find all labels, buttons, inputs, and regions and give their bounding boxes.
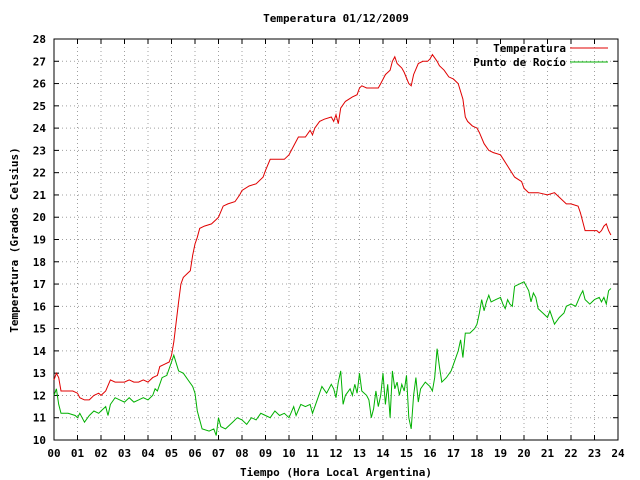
x-tick-label: 16 (423, 447, 437, 460)
x-tick-label: 17 (447, 447, 460, 460)
y-tick-label: 11 (33, 412, 47, 425)
x-tick-label: 05 (165, 447, 178, 460)
x-tick-label: 12 (329, 447, 342, 460)
y-tick-label: 19 (33, 234, 46, 247)
y-tick-label: 26 (33, 78, 47, 91)
y-tick-label: 22 (33, 167, 46, 180)
x-tick-label: 06 (188, 447, 202, 460)
series-line-punto-de-rocio (53, 281, 612, 436)
y-tick-label: 28 (33, 33, 46, 46)
x-tick-label: 14 (376, 447, 390, 460)
x-axis-label: Tiempo (Hora Local Argentina) (240, 466, 432, 479)
series-line-temperatura (53, 53, 612, 401)
x-tick-label: 08 (235, 447, 248, 460)
y-tick-label: 23 (33, 144, 46, 157)
x-tick-label: 00 (47, 447, 60, 460)
x-tick-label: 18 (470, 447, 483, 460)
y-tick-label: 15 (33, 323, 46, 336)
x-tick-label: 02 (94, 447, 107, 460)
y-tick-label: 14 (33, 345, 47, 358)
x-tick-label: 01 (71, 447, 85, 460)
x-tick-label: 15 (400, 447, 413, 460)
y-tick-label: 25 (33, 100, 46, 113)
x-tick-label: 21 (541, 447, 555, 460)
x-tick-label: 19 (494, 447, 507, 460)
y-tick-label: 21 (33, 189, 47, 202)
y-tick-label: 10 (33, 434, 46, 447)
legend: Temperatura Punto de Rocío (473, 42, 608, 69)
x-tick-label: 22 (564, 447, 577, 460)
y-tick-label: 27 (33, 55, 46, 68)
legend-label-temperatura: Temperatura (493, 42, 566, 55)
y-tick-label: 12 (33, 389, 46, 402)
y-tick-label: 24 (33, 122, 47, 135)
y-tick-label: 16 (33, 300, 47, 313)
y-axis-label: Temperatura (Grados Celsius) (8, 147, 21, 332)
x-tick-label: 23 (588, 447, 601, 460)
x-tick-label: 20 (517, 447, 530, 460)
x-tick-label: 11 (306, 447, 320, 460)
y-tick-label: 20 (33, 211, 46, 224)
grid (54, 39, 618, 440)
y-tick-label: 17 (33, 278, 46, 291)
x-tick-label: 10 (282, 447, 295, 460)
x-tick-label: 24 (611, 447, 625, 460)
axis-ticks: 00 01 02 03 04 05 06 07 08 09 10 11 12 13 14 15 16 17 18 19… (33, 33, 625, 460)
series-lines (53, 53, 612, 436)
x-tick-label: 09 (259, 447, 272, 460)
x-tick-label: 04 (141, 447, 155, 460)
legend-label-punto-de-rocio: Punto de Rocío (473, 56, 566, 69)
x-tick-label: 03 (118, 447, 131, 460)
x-tick-label: 13 (353, 447, 366, 460)
y-tick-label: 13 (33, 367, 46, 380)
x-tick-label: 07 (212, 447, 225, 460)
y-tick-label: 18 (33, 256, 46, 269)
chart-title: Temperatura 01/12/2009 (263, 12, 409, 25)
